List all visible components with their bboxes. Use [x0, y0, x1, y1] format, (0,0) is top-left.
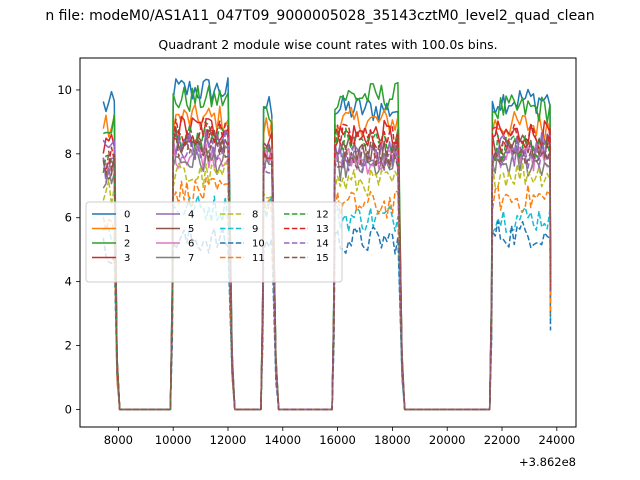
y-tick-label-5: 10: [57, 83, 72, 97]
x-tick-label-2: 12000: [210, 433, 247, 447]
legend-label-13: 13: [316, 224, 329, 235]
legend-label-15: 15: [316, 253, 329, 264]
legend-label-5: 5: [188, 224, 194, 235]
legend-label-14: 14: [316, 239, 329, 250]
legend-label-9: 9: [252, 224, 258, 235]
legend-label-10: 10: [252, 239, 265, 250]
x-tick-label-1: 10000: [155, 433, 192, 447]
legend-label-6: 6: [188, 239, 194, 250]
legend-box: [85, 201, 343, 283]
legend-label-7: 7: [188, 253, 194, 264]
y-tick-label-0: 0: [65, 402, 72, 416]
series-line-8: [102, 161, 552, 411]
legend-label-1: 1: [124, 224, 130, 235]
x-tick-label-7: 22000: [484, 433, 521, 447]
y-tick-label-2: 4: [65, 275, 72, 289]
legend-label-3: 3: [124, 253, 130, 264]
figure-suptitle: n file: modeM0/AS1A11_047T09_9000005028_…: [45, 8, 594, 24]
y-tick-label-3: 6: [65, 211, 72, 225]
series-line-0: [102, 77, 552, 411]
series-line-13: [103, 117, 552, 411]
plot-area-frame: [79, 57, 577, 428]
chart-title: Quadrant 2 module wise count rates with …: [158, 37, 497, 52]
y-tick-label-4: 8: [65, 147, 72, 161]
x-tick-label-3: 14000: [264, 433, 301, 447]
x-tick-label-6: 20000: [429, 433, 466, 447]
x-tick-label-0: 8000: [104, 433, 133, 447]
x-tick-label-8: 24000: [539, 433, 576, 447]
y-axis: 0 2 4 6 8 10: [57, 83, 80, 416]
legend-label-0: 0: [124, 210, 130, 221]
x-tick-label-5: 18000: [374, 433, 411, 447]
legend-label-2: 2: [124, 239, 130, 250]
x-offset-label: +3.862e8: [519, 455, 576, 469]
legend-label-8: 8: [252, 210, 258, 221]
legend-label-11: 11: [252, 253, 265, 264]
series-line-14: [102, 133, 552, 411]
x-tick-label-4: 16000: [319, 433, 356, 447]
series-line-2: [103, 81, 552, 411]
x-axis: 8000 10000 12000 14000 16000 18000 20000 22000 2…: [104, 427, 575, 447]
legend-label-12: 12: [316, 210, 329, 221]
series-line-15: [102, 133, 552, 411]
legend-label-4: 4: [188, 210, 194, 221]
y-tick-label-1: 2: [65, 339, 72, 353]
